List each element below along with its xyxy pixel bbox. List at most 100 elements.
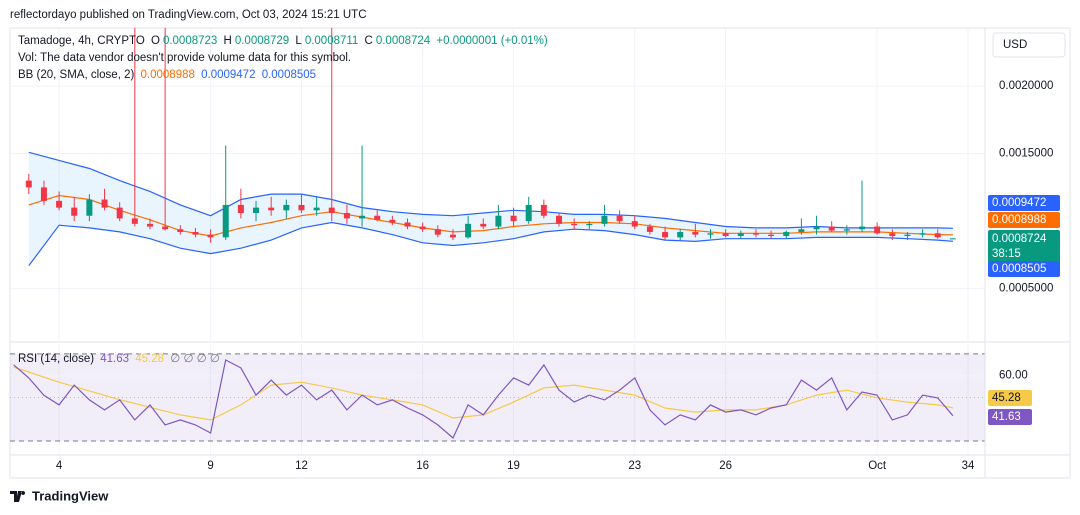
- candle-body: [707, 233, 714, 235]
- candle-body: [313, 207, 320, 211]
- candle-body: [131, 218, 138, 224]
- candle-body: [162, 226, 169, 230]
- rsi-ma-tag: 45.28: [988, 390, 1032, 406]
- candle-body: [828, 226, 835, 231]
- candle-body: [662, 231, 669, 238]
- lower-price-tag: 0.0008505: [988, 261, 1060, 277]
- candle-body: [813, 226, 820, 230]
- x-tick-label: 26: [719, 460, 732, 472]
- candle-body: [692, 231, 699, 235]
- countdown: 38:15: [992, 248, 1021, 260]
- bb-fill: [28, 152, 953, 266]
- x-tick-label: Oct: [868, 460, 887, 472]
- candle-body: [586, 223, 593, 226]
- candle-body: [934, 233, 941, 238]
- candle-body: [677, 231, 684, 238]
- x-tick-label: 4: [56, 460, 63, 472]
- candle-body: [571, 223, 578, 226]
- currency-button[interactable]: [992, 32, 1066, 58]
- x-tick-label: 19: [507, 460, 520, 472]
- candle-body: [40, 187, 47, 201]
- candle-body: [237, 204, 244, 214]
- volume-note: Vol: The data vendor doesn't provide vol…: [18, 52, 352, 64]
- candle-body: [768, 234, 775, 236]
- candle-body: [783, 231, 790, 236]
- rsi-name: RSI (14, close): [18, 353, 95, 365]
- rsi-ma-value: 45.28: [135, 353, 165, 365]
- candle-body: [843, 229, 850, 231]
- candle-body: [556, 215, 563, 224]
- y-tick-label: 0.0015000: [999, 148, 1053, 160]
- candle-body: [404, 222, 411, 227]
- x-tick-label: 9: [207, 460, 213, 472]
- candle-body: [874, 226, 881, 234]
- rsi-tag: 41.63: [988, 409, 1032, 425]
- upper-price-tag: 0.0009472: [988, 195, 1060, 211]
- candle-body: [858, 226, 865, 230]
- currency[interactable]: USD: [1003, 39, 1027, 51]
- candle-body: [722, 233, 729, 236]
- attribution: reflectordayo published on TradingView.c…: [10, 9, 367, 21]
- candle-body: [465, 223, 472, 238]
- high-value: 0.0008729: [234, 35, 290, 47]
- ohlc-label: O: [150, 35, 160, 47]
- candle-body: [601, 215, 608, 224]
- na-markers: ∅ ∅ ∅ ∅: [170, 353, 220, 365]
- candle-body: [177, 229, 184, 232]
- candle-body: [919, 233, 926, 235]
- bb-basis-value: 0.0008988: [140, 69, 195, 81]
- y-tick-label: 0.0005000: [999, 283, 1053, 295]
- candle-body: [146, 223, 153, 227]
- x-tick-label: 12: [295, 460, 308, 472]
- candle-body: [116, 207, 123, 219]
- ohlc-label: H: [223, 35, 232, 47]
- y-tick-label: 0.0020000: [999, 80, 1053, 92]
- candle-body: [207, 234, 214, 238]
- low-value: 0.0008711: [304, 35, 359, 47]
- ohlc-label: C: [364, 35, 373, 47]
- ohlc-label: L: [295, 35, 302, 47]
- candle-body: [192, 231, 199, 235]
- last-price-tag: 0.0008724 38:15: [988, 230, 1060, 264]
- candle-body: [540, 204, 547, 216]
- bb-name: BB (20, SMA, close, 2): [18, 69, 135, 81]
- rsi-value: 41.63: [100, 353, 130, 365]
- basis-price-tag: 0.0008988: [988, 212, 1060, 228]
- bb-upper-value: 0.0009472: [201, 69, 256, 81]
- candle-body: [56, 200, 63, 208]
- candle-body: [798, 229, 805, 232]
- symbol-legend: Tamadoge, 4h, CRYPTO O 0.0008723 H 0.00087…: [18, 35, 551, 47]
- x-tick-label: 16: [416, 460, 429, 472]
- candle-body: [343, 213, 350, 219]
- rsi-line: [13, 366, 954, 421]
- bb-lower-line: [28, 221, 953, 267]
- candle-body: [25, 180, 32, 188]
- bb-legend: BB (20, SMA, close, 2) 0.0008988 0.00094…: [18, 69, 319, 81]
- candle-body: [631, 221, 638, 227]
- change: +0.0000001 (+0.01%): [436, 35, 548, 47]
- candle-body: [737, 233, 744, 236]
- candle-body: [298, 204, 305, 211]
- candle-body: [480, 223, 487, 227]
- candle-body: [222, 204, 229, 238]
- x-tick-label: 23: [628, 460, 641, 472]
- candle-body: [510, 215, 517, 222]
- candle-body: [434, 229, 441, 235]
- candle-body: [495, 215, 502, 227]
- frame: [9, 27, 1071, 479]
- candle-body: [253, 207, 260, 214]
- candle-body: [904, 234, 911, 236]
- candle-body: [949, 238, 956, 240]
- candle-body: [419, 226, 426, 230]
- candle-body: [374, 215, 381, 220]
- brand: TradingView: [32, 488, 109, 503]
- candle-body: [889, 233, 896, 236]
- candle-body: [525, 204, 532, 222]
- candle-body: [283, 204, 290, 211]
- last-price: 0.0008724: [992, 233, 1047, 245]
- open-value: 0.0008723: [162, 35, 218, 47]
- candle-body: [328, 207, 335, 214]
- candle-body: [268, 207, 275, 211]
